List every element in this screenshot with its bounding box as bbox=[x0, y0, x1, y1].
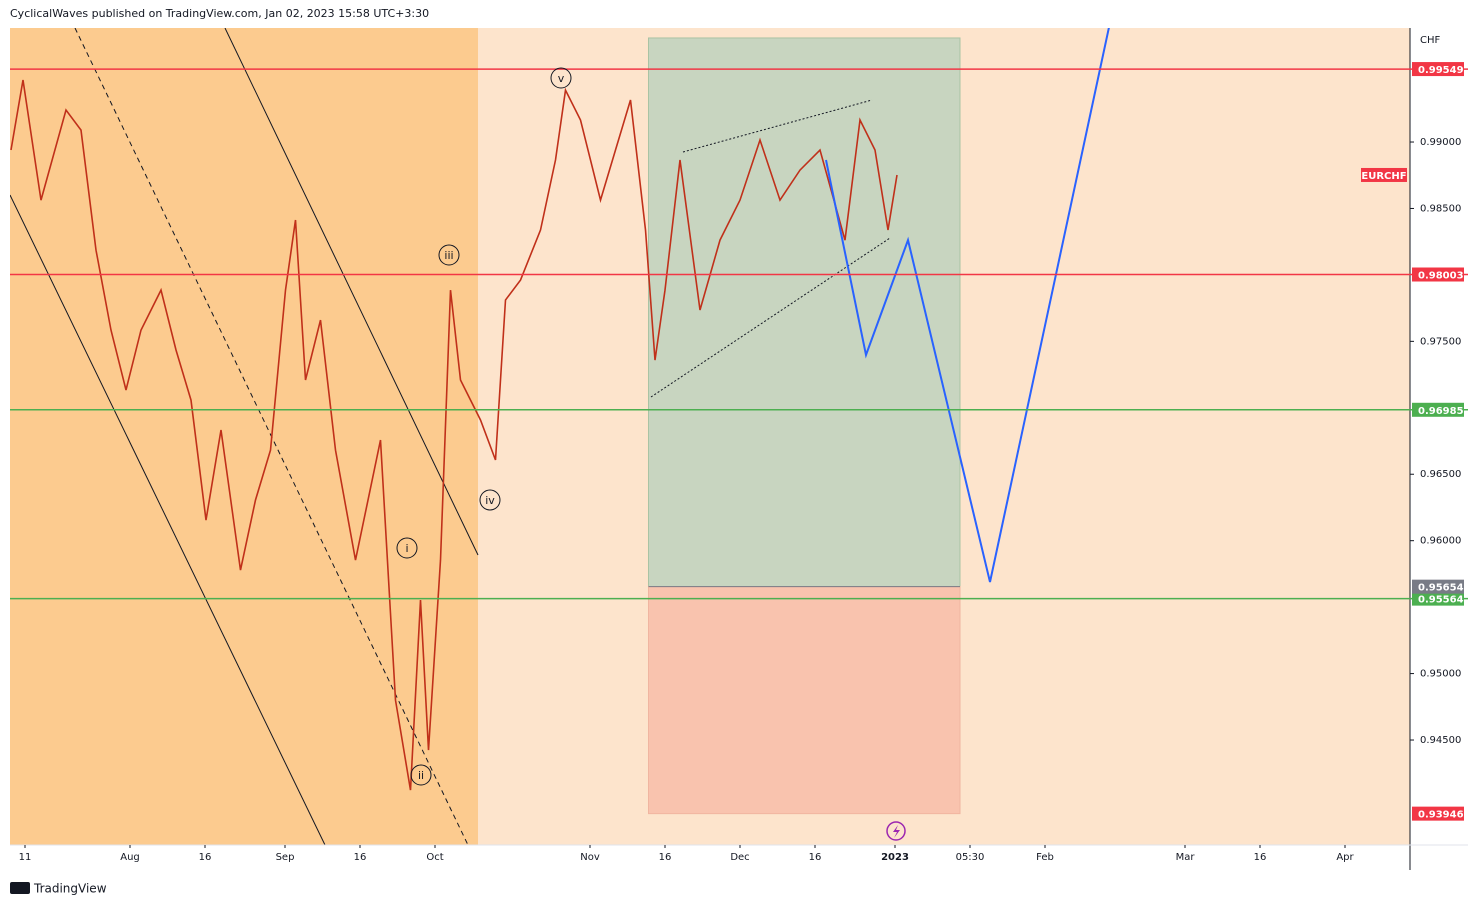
price-tag bbox=[1412, 806, 1464, 821]
price-tag bbox=[1412, 267, 1464, 282]
y-tick-label: 0.94500 bbox=[1420, 735, 1461, 746]
price-tag bbox=[1412, 62, 1464, 77]
x-tick-label: 05:30 bbox=[956, 852, 985, 863]
target-zone bbox=[648, 37, 961, 588]
x-tick-label: Feb bbox=[1036, 852, 1054, 863]
y-tick-label: 0.99000 bbox=[1420, 137, 1461, 148]
y-tick-label: 0.95000 bbox=[1420, 669, 1461, 680]
y-tick-label: 0.97500 bbox=[1420, 336, 1461, 347]
wedge-upper bbox=[682, 99, 873, 153]
x-tick-label: 16 bbox=[1254, 852, 1267, 863]
price-tag bbox=[1412, 579, 1464, 594]
x-tick-label: Sep bbox=[276, 852, 295, 863]
x-tick-label: 16 bbox=[659, 852, 672, 863]
price-tag-label: 0.95564 bbox=[1418, 595, 1464, 606]
channel-upper bbox=[224, 28, 479, 556]
x-tick-label: Aug bbox=[120, 852, 140, 863]
x-tick-label: Mar bbox=[1176, 852, 1196, 863]
projection-line bbox=[825, 28, 1110, 583]
price-tag-label: 0.93946 bbox=[1418, 810, 1464, 821]
x-tick-label: Dec bbox=[730, 852, 749, 863]
x-tick-label: Oct bbox=[426, 852, 443, 863]
footer-brand: TradingView bbox=[33, 882, 107, 896]
wave-circle bbox=[550, 67, 572, 89]
y-tick-label: 0.96000 bbox=[1420, 536, 1461, 547]
x-tick-label: 11 bbox=[19, 852, 32, 863]
wave-label: v bbox=[558, 72, 565, 85]
x-tick-label: 16 bbox=[199, 852, 212, 863]
price-tag bbox=[1412, 402, 1464, 417]
wave-circle bbox=[410, 764, 432, 786]
price-tag-label: 0.96985 bbox=[1418, 406, 1464, 417]
y-tick-label: 0.96500 bbox=[1420, 469, 1461, 480]
price-tag-label: 0.98003 bbox=[1418, 271, 1464, 282]
symbol-tag bbox=[1361, 167, 1407, 182]
wave-label: iv bbox=[485, 494, 495, 507]
stop-zone bbox=[648, 586, 961, 815]
price-tag bbox=[1412, 591, 1464, 606]
price-line bbox=[10, 79, 898, 791]
wave-circle bbox=[396, 537, 418, 559]
price-tag-label: 0.95654 bbox=[1418, 583, 1464, 594]
channel-lower bbox=[10, 194, 326, 845]
symbol-label: EURCHF bbox=[1361, 171, 1406, 182]
x-tick-label: Apr bbox=[1336, 852, 1354, 863]
plot bbox=[10, 28, 1110, 845]
header-title: CyclicalWaves published on TradingView.c… bbox=[10, 7, 429, 20]
wave-label: i bbox=[405, 542, 408, 555]
x-tick-label: Nov bbox=[580, 852, 600, 863]
currency: CHF bbox=[1420, 35, 1441, 46]
logo bbox=[10, 882, 30, 894]
wave-label: iii bbox=[444, 249, 453, 262]
wave-label: ii bbox=[418, 769, 424, 782]
event-icon bbox=[886, 821, 906, 841]
wave-circle bbox=[438, 244, 460, 266]
x-tick-label: 2023 bbox=[881, 852, 909, 863]
y-tick-label: 0.98500 bbox=[1420, 203, 1461, 214]
x-tick-label: 16 bbox=[809, 852, 822, 863]
channel-zone bbox=[10, 28, 478, 845]
wave-circle bbox=[479, 489, 501, 511]
price-tag-label: 0.99549 bbox=[1418, 65, 1464, 76]
event-bolt bbox=[893, 825, 900, 838]
x-tick-label: 16 bbox=[354, 852, 367, 863]
